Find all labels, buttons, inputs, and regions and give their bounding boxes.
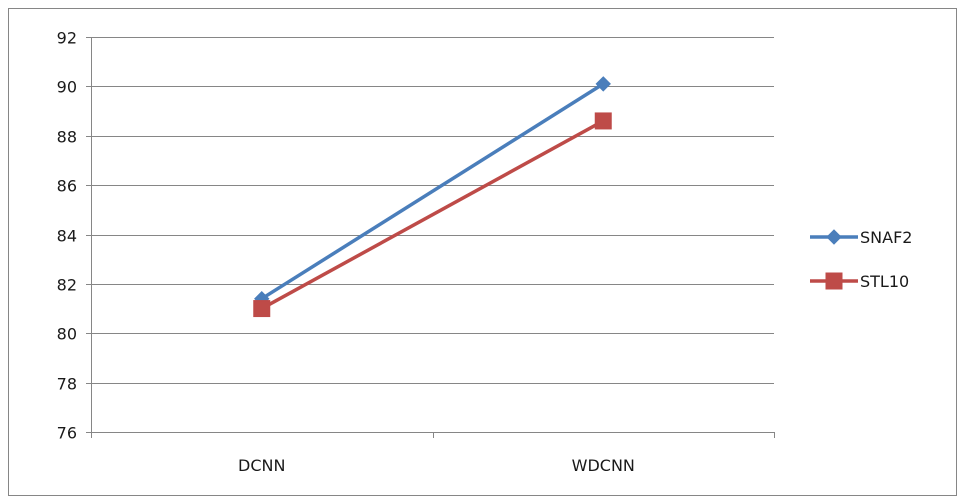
y-tick-label: 80 xyxy=(57,325,77,344)
data-point xyxy=(595,76,611,92)
data-point xyxy=(826,229,842,245)
series-stl10 xyxy=(253,112,612,318)
data-point xyxy=(253,300,271,318)
y-tick-label: 92 xyxy=(57,29,77,48)
y-tick-label: 88 xyxy=(57,128,77,147)
x-axis-ticks: DCNN WDCNN xyxy=(91,432,775,475)
legend-label: STL10 xyxy=(860,272,909,291)
chart-border xyxy=(8,8,957,496)
legend-entry: SNAF2 xyxy=(810,228,912,247)
data-point xyxy=(594,112,612,130)
x-tick-label: DCNN xyxy=(238,456,285,475)
y-tick-label: 76 xyxy=(57,424,77,443)
legend-entry: STL10 xyxy=(810,272,909,291)
legend: SNAF2 STL10 xyxy=(810,228,912,291)
series xyxy=(253,76,612,318)
axes xyxy=(91,37,774,433)
legend-label: SNAF2 xyxy=(860,228,912,247)
y-tick-label: 84 xyxy=(57,227,77,246)
gridlines xyxy=(91,37,774,384)
x-tick-label: WDCNN xyxy=(572,456,635,475)
data-point xyxy=(825,272,843,290)
y-tick-label: 86 xyxy=(57,177,77,196)
series-line xyxy=(260,119,605,311)
y-axis-ticks: 76 78 80 82 84 86 88 90 92 xyxy=(57,29,91,443)
y-tick-label: 90 xyxy=(57,78,77,97)
y-tick-label: 78 xyxy=(57,375,77,394)
series-line xyxy=(260,82,605,301)
y-tick-label: 82 xyxy=(57,276,77,295)
